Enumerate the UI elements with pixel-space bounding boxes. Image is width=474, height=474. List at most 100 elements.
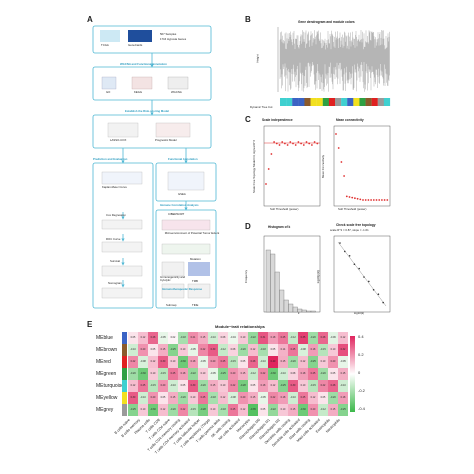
heatmap-cell: 0.10 bbox=[318, 356, 328, 368]
heatmap-cell: 0.12 bbox=[268, 380, 278, 392]
tcga-label: TCGA bbox=[101, 43, 109, 47]
heatmap-cell: 0.10 bbox=[178, 344, 188, 356]
module-color-segment bbox=[310, 98, 317, 106]
scale-free-point bbox=[368, 280, 370, 283]
heatmap-cell: 0.22 bbox=[258, 368, 268, 380]
mean-connectivity-point bbox=[354, 197, 356, 200]
dynamic-tree-cut-label: Dynamic Tree Cut bbox=[250, 105, 273, 109]
scale-free-point bbox=[344, 250, 346, 253]
heatmap-cell: -0.05 bbox=[258, 392, 268, 404]
tcga-logo bbox=[100, 30, 120, 42]
mean-connectivity-point bbox=[335, 133, 337, 135]
heatmap-cell: 0.31 bbox=[258, 332, 268, 344]
heatmap-cell: 0.18 bbox=[308, 344, 318, 356]
heatmap-cell: 0.25 bbox=[288, 344, 298, 356]
heatmap-cell: 0.20 bbox=[158, 380, 168, 392]
heatmap-cell: 0.18 bbox=[338, 392, 348, 404]
genecards-logo bbox=[128, 30, 152, 42]
mean-connectivity-point bbox=[348, 196, 351, 198]
cox-label: Cox Regression bbox=[106, 213, 126, 217]
heatmap-cell: -0.22 bbox=[188, 368, 198, 380]
heatmap-cell: -0.20 bbox=[168, 404, 178, 416]
heatmap-cell: -0.20 bbox=[328, 392, 338, 404]
heatmap-cell: -0.15 bbox=[148, 380, 158, 392]
scale-plots bbox=[263, 125, 391, 207]
heatmap-cell: -0.20 bbox=[308, 332, 318, 344]
histogram-bar bbox=[274, 271, 280, 313]
heatmap-cell: -0.30 bbox=[178, 356, 188, 368]
scale-fit-point bbox=[300, 142, 302, 145]
heatmap-cell: 0.10 bbox=[218, 380, 228, 392]
scale-fit-point bbox=[265, 183, 267, 185]
heatmap-cell: 0.25 bbox=[218, 356, 228, 368]
dendrogram-plot bbox=[277, 27, 391, 106]
heatmap-cell: 0.10 bbox=[138, 404, 148, 416]
heatmap-row-label: MEbrown bbox=[96, 347, 118, 353]
heatmap-cell: -0.05 bbox=[188, 344, 198, 356]
heatmap-cell: 0.12 bbox=[138, 332, 148, 344]
heatmap-cell: -0.05 bbox=[208, 368, 218, 380]
kegg-label: KEGG bbox=[134, 90, 143, 94]
gsea-label: GSEA bbox=[178, 192, 186, 196]
functional-header: Functional Annotation bbox=[168, 157, 198, 161]
scale-free-point bbox=[372, 289, 375, 291]
heatmap-cell: 0.15 bbox=[238, 368, 248, 380]
scale-free-xlabel: log10(k) bbox=[354, 311, 365, 315]
heatmap-cell: -0.30 bbox=[138, 368, 148, 380]
scale-fit-point bbox=[308, 142, 311, 145]
heatmap-cell: 0.28 bbox=[328, 380, 338, 392]
heatmap-cell: -0.15 bbox=[158, 368, 168, 380]
heatmap-cell: 0.18 bbox=[268, 332, 278, 344]
heatmap-cell: -0.05 bbox=[338, 356, 348, 368]
heatmap-cell: -0.25 bbox=[218, 368, 228, 380]
heatmap-cell: -0.04 bbox=[228, 332, 238, 344]
heatmap-cell: 0.25 bbox=[228, 404, 238, 416]
module-color-swatch bbox=[122, 356, 127, 368]
scale-free-point bbox=[358, 267, 360, 270]
scale-fit-point bbox=[313, 141, 316, 143]
heatmap-cell: 0.15 bbox=[278, 356, 288, 368]
legend-tick: 0.4 bbox=[358, 334, 364, 339]
heatmap-cell: 0.15 bbox=[288, 404, 298, 416]
heatmap-cell: 0.05 bbox=[128, 332, 138, 344]
heatmap-cell: 0.12 bbox=[218, 392, 228, 404]
heatmap-row-label: MEturquoise bbox=[96, 383, 125, 389]
heatmap-cell: -0.18 bbox=[218, 404, 228, 416]
heatmap-cell: 0.25 bbox=[308, 368, 318, 380]
module-color-swatch bbox=[122, 344, 127, 356]
heatmap-cell: -0.30 bbox=[148, 404, 158, 416]
wgcna-label: WGCNA bbox=[171, 90, 182, 94]
mean-connectivity-point bbox=[364, 199, 367, 201]
histogram-bar bbox=[283, 299, 289, 313]
heatmap-cell: -0.18 bbox=[178, 332, 188, 344]
heatmap-cell: -0.12 bbox=[318, 404, 328, 416]
heatmap-cell: -0.25 bbox=[128, 404, 138, 416]
risk-header: Establish the Risk-scoring Model bbox=[125, 109, 169, 113]
scale-fit-point bbox=[267, 168, 270, 170]
survival-label: Survival bbox=[110, 259, 120, 263]
module-color-segment bbox=[286, 98, 293, 106]
heatmap-cell: -0.25 bbox=[308, 356, 318, 368]
heatmap-cell: 0.18 bbox=[178, 368, 188, 380]
histogram-xlabel: k bbox=[298, 311, 300, 315]
scale-independence-title: Scale independence bbox=[262, 118, 293, 122]
module-color-segment bbox=[377, 98, 384, 106]
heatmap-cell: 0.25 bbox=[168, 368, 178, 380]
heatmap-cell: -0.05 bbox=[158, 332, 168, 344]
heatmap-cell: -0.08 bbox=[228, 392, 238, 404]
heatmap-cell: 0.20 bbox=[138, 344, 148, 356]
histogram-bar bbox=[306, 310, 312, 313]
heatmap-cell: 0.28 bbox=[318, 332, 328, 344]
heatmap-cell: 0.32 bbox=[338, 344, 348, 356]
scale-free-point bbox=[353, 263, 356, 265]
dendrogram-title: Gene dendrogram and module colors bbox=[298, 20, 355, 24]
scale-xlabel-left: Soft Threshold (power) bbox=[270, 207, 299, 211]
heatmap-cell: 0.10 bbox=[148, 368, 158, 380]
heatmap-cell: 0.14 bbox=[278, 344, 288, 356]
mean-connectivity-point bbox=[359, 198, 362, 201]
histogram-bar bbox=[292, 306, 298, 313]
heatmap-cell: -0.18 bbox=[208, 392, 218, 404]
module-color-segment bbox=[280, 98, 287, 106]
panel-label-d: D bbox=[245, 222, 251, 231]
km-label: Kaplan-Meier Curve bbox=[102, 185, 127, 189]
